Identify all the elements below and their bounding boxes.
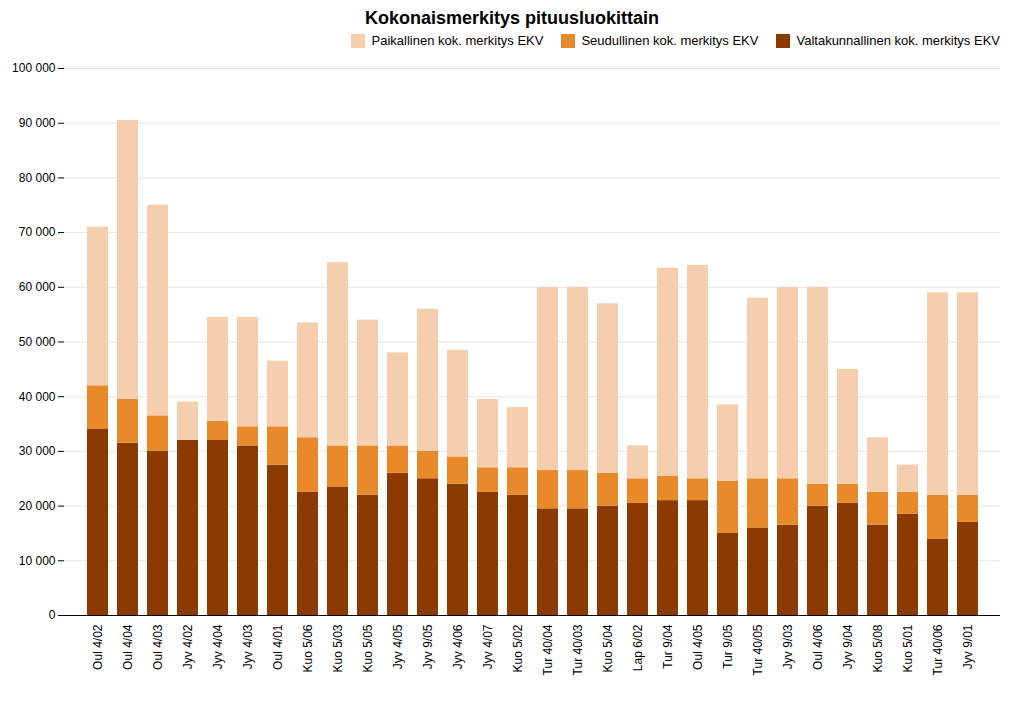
- html-text:Paikallinen kok. merkitys EKV: Paikallinen kok. merkitys EKV: [371, 33, 544, 48]
- html-text:Valtakunnallinen kok. merkitys: Valtakunnallinen kok. merkitys EKV: [796, 33, 1000, 48]
- svg-text:Oul 4/04: Oul 4/04: [121, 624, 135, 670]
- svg-text:90 000: 90 000: [19, 116, 56, 130]
- svg-text:Kuo 5/01: Kuo 5/01: [901, 624, 915, 672]
- html-text:Seudullinen kok. merkitys EKV: Seudullinen kok. merkitys EKV: [581, 33, 759, 48]
- svg-text:50 000: 50 000: [19, 335, 56, 349]
- svg-text:Jyv 4/06: Jyv 4/06: [451, 624, 465, 669]
- svg-text:Tur 40/06: Tur 40/06: [931, 624, 945, 675]
- svg-text:100 000: 100 000: [12, 61, 56, 75]
- svg-text:Tur 9/05: Tur 9/05: [721, 624, 735, 669]
- svg-text:Jyv 9/01: Jyv 9/01: [961, 624, 975, 669]
- html-text:Kokonaismerkitys pituusluokitt: Kokonaismerkitys pituusluokittain: [365, 8, 659, 28]
- svg-text:Oul 4/03: Oul 4/03: [151, 624, 165, 670]
- svg-text:Kuo 5/06: Kuo 5/06: [301, 624, 315, 672]
- svg-text:Tur 9/04: Tur 9/04: [661, 624, 675, 669]
- svg-text:20 000: 20 000: [19, 499, 56, 513]
- svg-text:Lap 6/02: Lap 6/02: [631, 624, 645, 671]
- svg-text:0: 0: [49, 608, 56, 622]
- svg-text:10 000: 10 000: [19, 554, 56, 568]
- svg-text:Kuo 5/08: Kuo 5/08: [871, 624, 885, 672]
- svg-text:Kuo 5/05: Kuo 5/05: [361, 624, 375, 672]
- svg-text:Kuo 5/04: Kuo 5/04: [601, 624, 615, 672]
- svg-text:Oul 4/01: Oul 4/01: [271, 624, 285, 670]
- svg-text:Jyv 9/04: Jyv 9/04: [841, 624, 855, 669]
- svg-text:Jyv 4/03: Jyv 4/03: [241, 624, 255, 669]
- svg-text:Jyv 4/04: Jyv 4/04: [211, 624, 225, 669]
- svg-text:Jyv 9/03: Jyv 9/03: [781, 624, 795, 669]
- svg-text:Jyv 4/07: Jyv 4/07: [481, 624, 495, 669]
- svg-text:Oul 4/06: Oul 4/06: [811, 624, 825, 670]
- svg-text:30 000: 30 000: [19, 444, 56, 458]
- svg-text:Oul 4/05: Oul 4/05: [691, 624, 705, 670]
- svg-text:Kuo 5/03: Kuo 5/03: [331, 624, 345, 672]
- svg-text:Jyv 4/02: Jyv 4/02: [181, 624, 195, 669]
- svg-text:Tur 40/04: Tur 40/04: [541, 624, 555, 675]
- svg-text:Tur 40/03: Tur 40/03: [571, 624, 585, 675]
- svg-text:Oul 4/02: Oul 4/02: [91, 624, 105, 670]
- svg-text:80 000: 80 000: [19, 171, 56, 185]
- svg-text:70 000: 70 000: [19, 225, 56, 239]
- svg-text:Kuo 5/02: Kuo 5/02: [511, 624, 525, 672]
- svg-text:Tur 40/05: Tur 40/05: [751, 624, 765, 675]
- svg-text:Jyv 4/05: Jyv 4/05: [391, 624, 405, 669]
- svg-text:40 000: 40 000: [19, 390, 56, 404]
- svg-text:60 000: 60 000: [19, 280, 56, 294]
- svg-text:Jyv 9/05: Jyv 9/05: [421, 624, 435, 669]
